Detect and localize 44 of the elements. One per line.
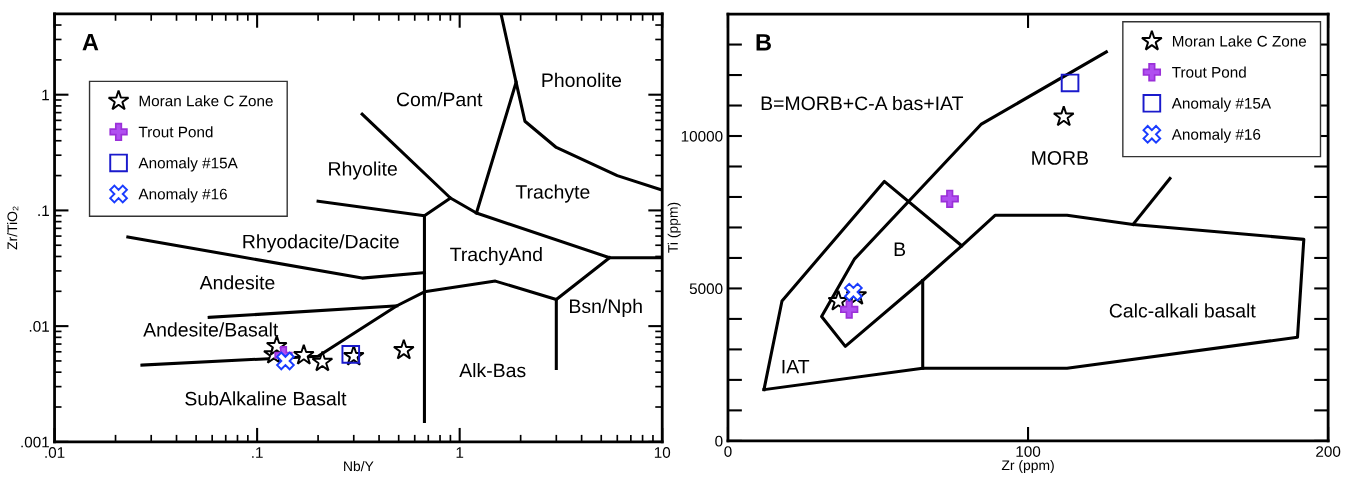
y-tick-label: 0	[715, 435, 723, 447]
annotation: SubAlkaline Basalt	[185, 391, 347, 406]
x-tick-label: 10	[654, 447, 671, 458]
annotation: MORB	[1032, 151, 1088, 165]
annotation: Com/Pant	[396, 92, 483, 107]
x-axis-title: Zr (ppm)	[1001, 459, 1054, 473]
legend-label: Anomaly #16	[1171, 128, 1261, 143]
y-tick-label: 10000	[681, 130, 723, 142]
legend-label: Trout Pond	[1172, 66, 1246, 78]
y-tick-label: .1	[38, 205, 49, 216]
annotation: Andesite/Basalt	[143, 322, 279, 337]
x-tick-label: .01	[45, 447, 65, 458]
annotation: Calc-alkali basalt	[1109, 303, 1256, 318]
y-axis-title: Zr/TiO₂	[7, 206, 19, 250]
annotation: Bsn/Nph	[570, 298, 642, 317]
y-tick-label: .001	[21, 436, 49, 448]
annotation: B=MORB+C-A bas+IAT	[761, 95, 964, 111]
legend-label: Moran Lake C Zone	[1172, 35, 1307, 47]
annotation: IAT	[782, 359, 810, 374]
annotation: Rhyolite	[329, 161, 397, 180]
annotation: Trachyte	[515, 184, 590, 203]
annotation: Phonolite	[542, 72, 622, 88]
text: B	[756, 34, 771, 51]
x-axis-title: Nb/Y	[344, 460, 374, 472]
legend-label: Moran Lake C Zone	[139, 95, 273, 107]
legend-label: Anomaly #16	[138, 188, 227, 203]
y-tick-label: .01	[29, 320, 49, 332]
x-tick-label: .1	[252, 447, 263, 458]
annotation: Andesite	[199, 275, 275, 290]
legend-label: Trout Pond	[138, 126, 213, 138]
x-tick-label: 100	[1016, 446, 1041, 457]
y-tick-label: 5000	[689, 283, 723, 295]
text: A	[82, 33, 99, 51]
x-tick-label: 0	[724, 446, 732, 457]
legend-label: Anomaly #15A	[138, 157, 238, 172]
annotation: B	[894, 242, 906, 256]
x-tick-label: 200	[1316, 446, 1341, 457]
annotation: Rhyodacite/Dacite	[243, 234, 399, 253]
legend-label: Anomaly #15A	[1171, 97, 1272, 112]
y-tick-label: 1	[42, 89, 49, 101]
annotation: TrachyAnd	[450, 247, 542, 266]
x-tick-label: 1	[456, 447, 464, 458]
y-axis-title: Ti (ppm)	[667, 202, 681, 253]
annotation: Alk-Bas	[459, 363, 526, 378]
